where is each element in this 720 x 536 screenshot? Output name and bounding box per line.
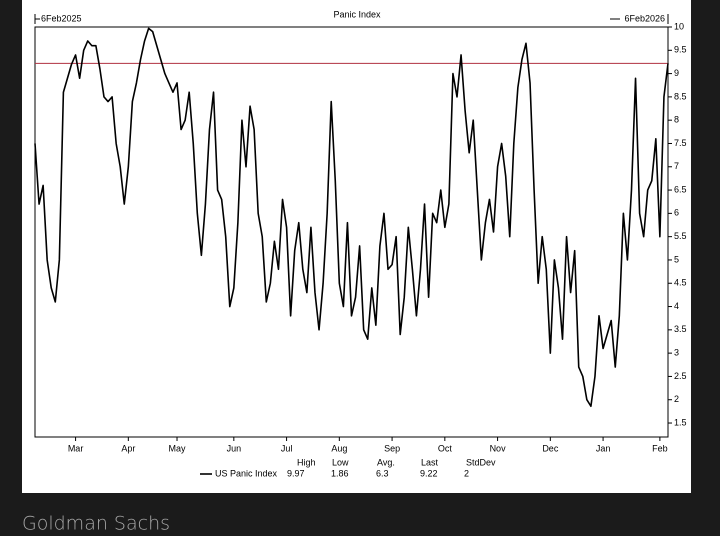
x-tick-label: Aug [331, 443, 347, 453]
x-tick-label: Apr [121, 443, 135, 453]
panel [22, 0, 691, 493]
stat-value: 2 [464, 468, 469, 478]
y-tick-label: 4 [674, 301, 679, 311]
y-tick-label: 9.5 [674, 45, 687, 55]
x-tick-label: Jun [227, 443, 242, 453]
y-tick-label: 6 [674, 208, 679, 218]
x-tick-label: Dec [542, 443, 559, 453]
y-tick-label: 10 [674, 21, 684, 31]
y-tick-label: 7 [674, 161, 679, 171]
y-tick-label: 8.5 [674, 91, 687, 101]
stat-value: 1.86 [331, 468, 349, 478]
stat-value: 9.97 [287, 468, 305, 478]
x-tick-label: Mar [68, 443, 84, 453]
stat-value: 9.22 [420, 468, 438, 478]
y-tick-label: 8 [674, 115, 679, 125]
series-line [34, 27, 669, 408]
x-tick-label: Feb [652, 443, 668, 453]
y-tick-label: 5 [674, 254, 679, 264]
x-tick-label: Sep [384, 443, 400, 453]
y-tick-label: 1.5 [674, 417, 687, 427]
x-tick-label: May [169, 443, 187, 453]
stat-header: Avg. [377, 457, 395, 467]
footer: Goldman Sachs [22, 513, 170, 535]
y-tick-label: 2 [674, 394, 679, 404]
stat-header: StdDev [466, 457, 496, 467]
chart-title: Panic Index [333, 9, 381, 19]
stat-header: Last [421, 457, 439, 467]
y-tick-label: 6.5 [674, 184, 687, 194]
stat-header: Low [332, 457, 349, 467]
x-tick-label: Oct [438, 443, 453, 453]
legend-label: US Panic Index [215, 468, 278, 478]
y-tick-label: 3 [674, 348, 679, 358]
stat-header: High [297, 457, 316, 467]
y-tick-label: 5.5 [674, 231, 687, 241]
y-tick-label: 3.5 [674, 324, 687, 334]
end-label: 6Feb2026 [624, 13, 665, 23]
x-tick-label: Jan [596, 443, 611, 453]
x-tick-label: Jul [281, 443, 293, 453]
y-tick-label: 7.5 [674, 138, 687, 148]
y-tick-label: 4.5 [674, 278, 687, 288]
plot-frame [34, 26, 669, 438]
stat-value: 6.3 [376, 468, 389, 478]
x-tick-label: Nov [490, 443, 507, 453]
y-tick-label: 2.5 [674, 371, 687, 381]
start-label: 6Feb2025 [41, 13, 82, 23]
y-tick-label: 9 [674, 68, 679, 78]
